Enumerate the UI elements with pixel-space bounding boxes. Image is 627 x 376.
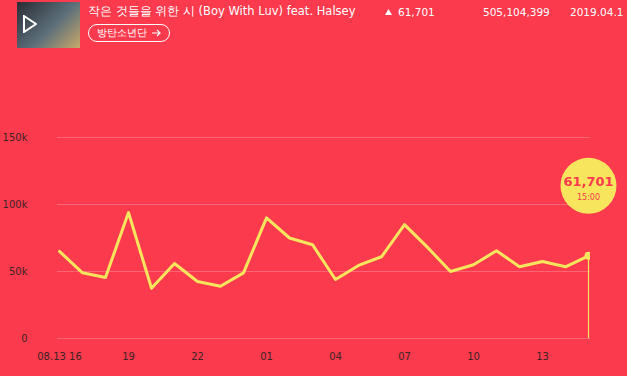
html-text:작은 것들을 위한 시 (Boy With Luv) fea: 작은 것들을 위한 시 (Boy With Luv) feat. Halsey bbox=[88, 4, 356, 18]
svg-text:19: 19 bbox=[122, 351, 135, 362]
svg-text:10: 10 bbox=[467, 351, 480, 362]
svg-text:08.13 16: 08.13 16 bbox=[37, 351, 82, 362]
svg-text:150k: 150k bbox=[3, 132, 28, 143]
svg-text:01: 01 bbox=[260, 351, 273, 362]
svg-text:22: 22 bbox=[191, 351, 204, 362]
html-text:방탄소년단: 방탄소년단 bbox=[97, 27, 147, 38]
svg-text:50k: 50k bbox=[9, 266, 28, 277]
svg-text:15:00: 15:00 bbox=[577, 193, 600, 202]
svg-text:100k: 100k bbox=[3, 199, 28, 210]
svg-text:61,701: 61,701 bbox=[563, 174, 613, 189]
svg-text:0: 0 bbox=[21, 333, 27, 344]
svg-text:07: 07 bbox=[398, 351, 411, 362]
html-text:505,104,399: 505,104,399 bbox=[483, 6, 550, 18]
html-text:61,701: 61,701 bbox=[398, 6, 435, 18]
svg-text:04: 04 bbox=[329, 351, 342, 362]
svg-text:13: 13 bbox=[536, 351, 549, 362]
html-text:2019.04.1: 2019.04.1 bbox=[570, 6, 624, 18]
